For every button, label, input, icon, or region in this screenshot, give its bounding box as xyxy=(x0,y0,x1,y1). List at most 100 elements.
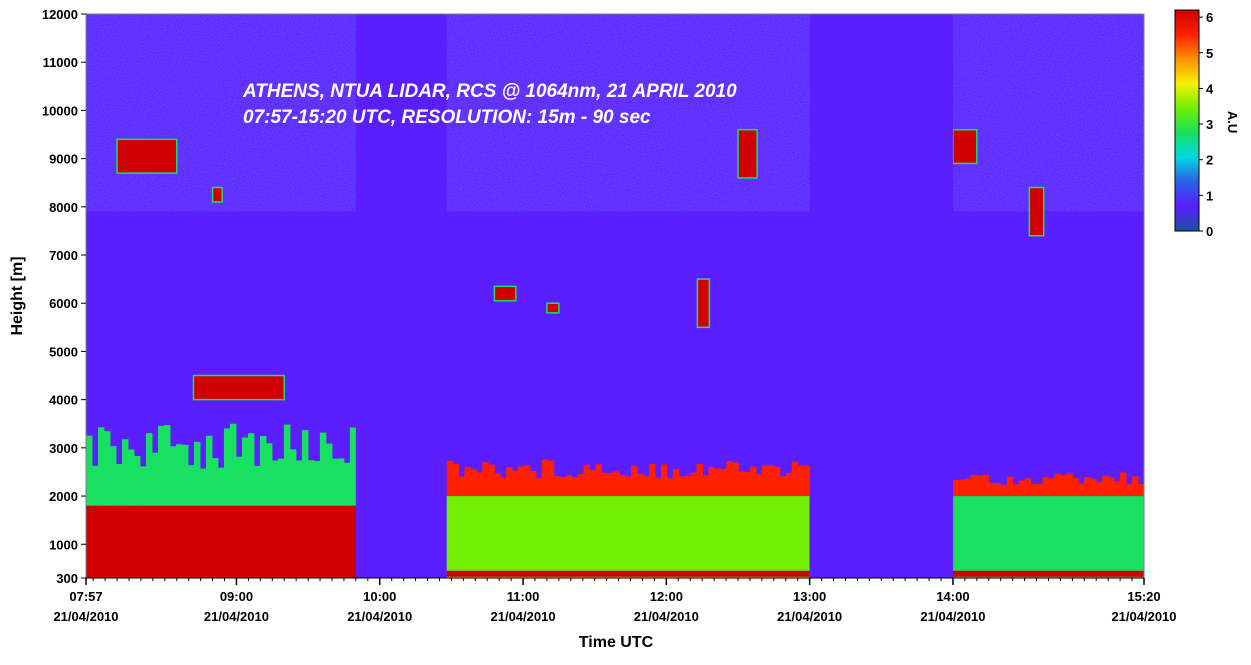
aerosol-layer-cell xyxy=(1018,480,1026,497)
no-data-gaps xyxy=(355,14,953,578)
aerosol-layer-cell xyxy=(559,476,567,497)
aerosol-layer-cell xyxy=(175,444,183,506)
aerosol-layer-cell xyxy=(169,446,177,506)
boundary-layer xyxy=(952,496,1144,578)
aerosol-layer-cell xyxy=(541,459,549,497)
aerosol-layer-cell xyxy=(672,469,680,497)
aerosol-layer-cell xyxy=(744,471,751,497)
cloud xyxy=(493,285,517,302)
y-tick-label: 10000 xyxy=(42,103,78,118)
x-tick-date: 21/04/2010 xyxy=(491,609,556,624)
aerosol-layer-cell xyxy=(109,446,117,506)
aerosol-layer-cell xyxy=(619,474,626,497)
aerosol-layer-cell xyxy=(714,468,721,497)
x-tick-time: 11:00 xyxy=(507,589,540,604)
x-tick-date: 21/04/2010 xyxy=(204,609,269,624)
aerosol-layer-cell xyxy=(163,425,171,506)
y-axis: 300 1000 2000 3000 4000 5000 6000 7000 8000 9000 1… xyxy=(42,7,86,586)
chart-title-line1: ATHENS, NTUA LIDAR, RCS @ 1064nm, 21 APR… xyxy=(242,81,737,102)
aerosol-layer-cell xyxy=(756,474,763,497)
aerosol-layer-cell xyxy=(205,435,213,506)
aerosol-layer-cell xyxy=(702,475,709,497)
aerosol-layer-cell xyxy=(1078,483,1085,497)
aerosol-layer xyxy=(86,423,357,506)
aerosol-layer-cell xyxy=(607,472,614,497)
x-tick-time: 10:00 xyxy=(363,589,396,604)
colorbar-tick-label: 4 xyxy=(1206,81,1214,96)
aerosol-layer-cell xyxy=(482,462,489,497)
aerosol-layer-cell xyxy=(223,428,231,506)
aerosol-layer-cell xyxy=(785,473,793,497)
cloud xyxy=(116,138,178,174)
aerosol-layer-cell xyxy=(235,456,243,506)
aerosol-layer-cell xyxy=(283,424,291,506)
aerosol-layer-cell xyxy=(181,444,189,506)
cloud xyxy=(737,128,758,179)
aerosol-layer-cell xyxy=(211,458,219,506)
cloud xyxy=(1028,186,1045,237)
no-data-gap xyxy=(355,14,447,578)
no-data-gap xyxy=(809,14,953,578)
aerosol-layer xyxy=(446,459,811,497)
y-tick-label: 4000 xyxy=(49,393,78,408)
aerosol-layer-cell xyxy=(199,468,207,506)
y-tick-label: 300 xyxy=(56,571,78,586)
colorbar-tick-label: 5 xyxy=(1206,46,1213,61)
aerosol-layer-cell xyxy=(529,470,537,497)
aerosol-layer-cell xyxy=(91,465,99,506)
aerosol-layer-cell xyxy=(1006,476,1014,497)
x-tick-time: 07:57 xyxy=(69,589,102,604)
boundary-layer xyxy=(446,496,810,578)
aerosol-layer-cell xyxy=(660,464,668,497)
aerosol-layer-cell xyxy=(277,458,285,506)
signal-noise xyxy=(86,14,1144,212)
colorbar-tick-label: 3 xyxy=(1206,117,1213,132)
surface-band xyxy=(446,570,810,577)
aerosol-layer-cell xyxy=(1030,483,1038,497)
aerosol-layer-cell xyxy=(565,474,573,497)
y-tick-label: 8000 xyxy=(49,200,78,215)
aerosol-layer-cell xyxy=(446,460,454,497)
aerosol-layer-cell xyxy=(535,477,543,497)
aerosol-layer-cell xyxy=(253,465,261,506)
colorbar-scale xyxy=(1174,9,1200,232)
aerosol-layer-cell xyxy=(271,460,279,506)
aerosol-layer-cell xyxy=(1108,477,1115,497)
aerosol-layer-cell xyxy=(1102,475,1109,497)
aerosol-layer-cell xyxy=(589,470,596,497)
aerosol-layer-cell xyxy=(547,460,555,497)
aerosol-layer-cell xyxy=(952,480,960,497)
aerosol-layer-cell xyxy=(115,464,123,506)
plot-area xyxy=(85,13,1145,579)
aerosol-layer-cell xyxy=(319,432,327,506)
surface-band xyxy=(86,570,356,577)
aerosol-layer-cell xyxy=(648,464,656,497)
aerosol-layer-cell xyxy=(265,443,273,506)
aerosol-layer-cell xyxy=(690,472,698,497)
aerosol-layer-cell xyxy=(643,475,650,497)
aerosol-layer-cell xyxy=(803,465,811,497)
y-tick-label: 11000 xyxy=(43,55,78,70)
aerosol-layer-cell xyxy=(127,449,135,506)
x-tick-date: 21/04/2010 xyxy=(920,609,985,624)
aerosol-layer-cell xyxy=(767,465,775,497)
y-tick-label: 6000 xyxy=(49,296,78,311)
y-tick-label: 2000 xyxy=(49,489,78,504)
aerosol-layer-cell xyxy=(157,425,165,506)
aerosol-layer-cell xyxy=(103,431,111,506)
aerosol-layer-cell xyxy=(678,476,686,497)
aerosol-layer-cell xyxy=(452,463,460,497)
aerosol-layer-cell xyxy=(1090,478,1097,497)
y-axis-title: Height [m] xyxy=(9,256,26,335)
cloud xyxy=(211,186,223,203)
y-tick-label: 12000 xyxy=(42,7,78,22)
aerosol-layer-cell xyxy=(553,476,561,497)
aerosol-layer-cell xyxy=(964,478,972,497)
aerosol-layer-cell xyxy=(684,475,692,497)
backscatter-features xyxy=(86,128,1144,578)
aerosol-layer-cell xyxy=(464,467,471,497)
aerosol-layer-cell xyxy=(289,449,297,506)
x-tick-time: 13:00 xyxy=(793,589,826,604)
aerosol-layer-cell xyxy=(732,462,739,497)
aerosol-layer-cell xyxy=(331,458,339,506)
